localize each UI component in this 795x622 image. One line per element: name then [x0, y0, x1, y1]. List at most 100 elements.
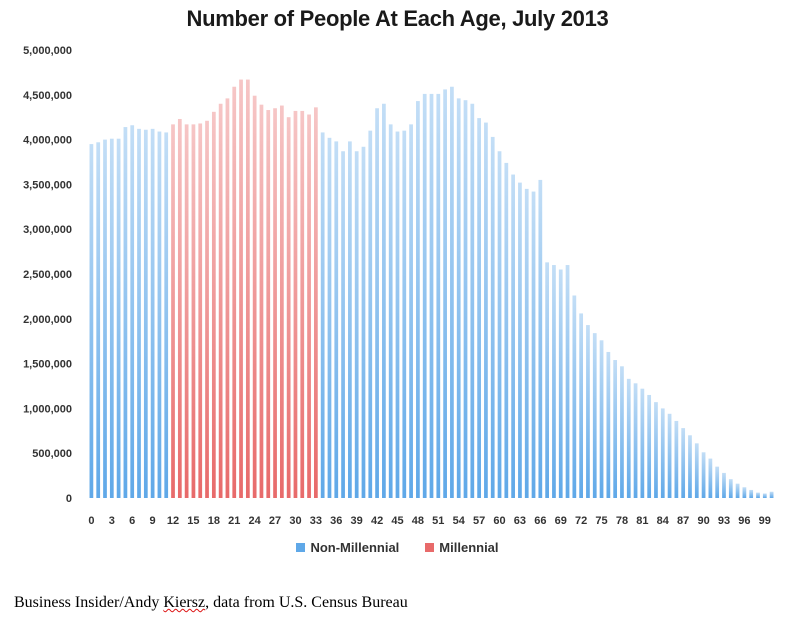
bar-non-millennial	[143, 129, 148, 499]
legend-item-millennial: Millennial	[425, 540, 499, 555]
bar-non-millennial	[565, 265, 570, 498]
bar-non-millennial	[130, 125, 135, 498]
x-tick-label: 51	[432, 515, 444, 527]
bar-millennial	[293, 110, 298, 499]
bar-non-millennial	[334, 141, 339, 498]
bar-non-millennial	[633, 383, 638, 498]
bar-non-millennial	[341, 151, 345, 498]
x-tick-label: 81	[636, 515, 648, 527]
y-tick-label: 2,500,000	[23, 269, 72, 281]
y-tick-label: 3,500,000	[23, 179, 72, 191]
bar-non-millennial	[416, 101, 420, 498]
x-tick-label: 54	[453, 515, 466, 527]
bar-non-millennial	[599, 340, 604, 498]
bar-non-millennial	[769, 491, 774, 498]
bar-non-millennial	[429, 93, 434, 499]
bar-non-millennial	[586, 325, 590, 498]
x-tick-label: 72	[575, 515, 587, 527]
bar-non-millennial	[626, 378, 631, 498]
x-tick-label: 0	[88, 515, 94, 527]
bar-non-millennial	[164, 132, 169, 498]
x-tick-label: 57	[473, 515, 485, 527]
bar-non-millennial	[123, 127, 128, 498]
bar-non-millennial	[558, 269, 563, 498]
x-tick-label: 6	[129, 515, 135, 527]
bar-non-millennial	[490, 136, 495, 498]
y-tick-label: 3,000,000	[23, 224, 72, 236]
y-tick-label: 5,000,000	[23, 45, 72, 57]
y-tick-label: 0	[66, 493, 72, 505]
bar-non-millennial	[688, 435, 692, 498]
bar-millennial	[266, 110, 271, 498]
bar-non-millennial	[654, 402, 658, 498]
bar-non-millennial	[504, 162, 509, 498]
x-tick-label: 75	[595, 515, 607, 527]
bar-non-millennial	[443, 89, 447, 499]
x-tick-label: 48	[412, 515, 424, 527]
x-tick-label: 21	[228, 515, 240, 527]
bar-non-millennial	[579, 313, 584, 498]
x-tick-label: 30	[289, 515, 301, 527]
x-tick-label: 15	[187, 515, 199, 527]
x-tick-label: 84	[657, 515, 670, 527]
bar-millennial	[177, 118, 182, 499]
x-tick-label: 36	[330, 515, 342, 527]
bar-non-millennial	[137, 128, 141, 498]
x-tick-label: 60	[493, 515, 505, 527]
bar-non-millennial	[511, 174, 515, 499]
bar-non-millennial	[388, 124, 393, 499]
bar-non-millennial	[320, 132, 325, 498]
bar-millennial	[279, 105, 284, 499]
bar-millennial	[225, 98, 230, 498]
legend-label-non-millennial: Non-Millennial	[310, 540, 400, 555]
bar-non-millennial	[613, 360, 618, 498]
x-tick-label: 9	[150, 515, 156, 527]
bar-millennial	[239, 79, 243, 498]
bar-non-millennial	[735, 483, 740, 498]
y-tick-label: 1,500,000	[23, 359, 72, 371]
bar-non-millennial	[762, 493, 767, 498]
bar-non-millennial	[497, 151, 502, 498]
y-tick-label: 1,000,000	[23, 403, 72, 415]
bar-non-millennial	[742, 487, 747, 498]
source-suffix: , data from U.S. Census Bureau	[205, 594, 408, 611]
bar-non-millennial	[545, 262, 549, 498]
bar-non-millennial	[667, 413, 672, 498]
bar-non-millennial	[749, 489, 754, 498]
x-tick-label: 96	[738, 515, 750, 527]
bar-non-millennial	[484, 122, 488, 498]
legend-item-non-millennial: Non-Millennial	[296, 540, 399, 555]
bar-non-millennial	[354, 151, 359, 498]
x-tick-label: 42	[371, 515, 383, 527]
bar-non-millennial	[361, 146, 366, 498]
x-tick-label: 39	[351, 515, 363, 527]
bar-non-millennial	[382, 103, 386, 498]
bar-non-millennial	[116, 138, 121, 498]
bar-chart: 0 500,000 1,000,000 1,500,000 2,000,000 2,500…	[23, 45, 774, 527]
bar-non-millennial	[572, 295, 577, 498]
bar-non-millennial	[436, 93, 441, 499]
bar-millennial	[232, 86, 237, 499]
y-tick-label: 4,500,000	[23, 90, 72, 102]
x-axis: 0 3 6 9 12 15 18 21 24 27 30 33 36 39 42 45 48 51 54 57 60 63…	[88, 515, 771, 527]
legend-swatch-millennial	[425, 543, 435, 552]
y-axis: 0 500,000 1,000,000 1,500,000 2,000,000 2,500…	[23, 45, 72, 505]
bar-non-millennial	[518, 182, 522, 499]
x-tick-label: 90	[697, 515, 709, 527]
bar-non-millennial	[524, 188, 529, 498]
bar-non-millennial	[722, 472, 726, 498]
bar-non-millennial	[538, 179, 543, 499]
source-prefix: Business Insider/Andy	[14, 594, 164, 611]
legend-label-millennial: Millennial	[439, 540, 499, 555]
bar-non-millennial	[647, 394, 652, 498]
bar-millennial	[205, 120, 209, 498]
bar-millennial	[273, 108, 277, 499]
bar-non-millennial	[470, 103, 475, 498]
bar-non-millennial	[694, 443, 699, 498]
bar-non-millennial	[395, 131, 400, 499]
bar-non-millennial	[368, 130, 373, 498]
bar-millennial	[245, 79, 250, 498]
bar-millennial	[218, 103, 223, 498]
y-tick-label: 2,000,000	[23, 314, 72, 326]
bar-non-millennial	[103, 139, 107, 498]
